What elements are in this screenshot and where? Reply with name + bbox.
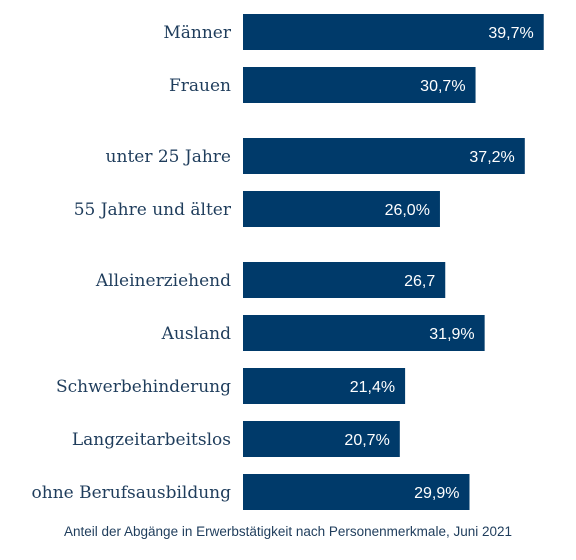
category-label: Frauen [169, 76, 231, 96]
category-label: Ausland [161, 324, 231, 344]
bar-4 [243, 191, 440, 227]
value-labels-group: 39,7% 30,7% 37,2% 26,0% 26,7 31,9% 21,4% 20,7% 2… [344, 25, 533, 502]
bar-5 [243, 262, 446, 298]
value-label: 20,7% [344, 432, 389, 449]
value-label: 21,4% [350, 379, 395, 396]
bar-1 [243, 14, 544, 50]
category-labels-group: Männer Frauen unter 25 Jahre 55 Jahre und ä… [32, 23, 232, 503]
value-label: 39,7% [488, 25, 533, 42]
bar-7 [243, 368, 406, 404]
category-label: Männer [163, 23, 232, 43]
value-label: 37,2% [469, 149, 514, 166]
value-label: 26,0% [385, 202, 430, 219]
bar-9 [243, 474, 470, 510]
bar-2 [243, 67, 476, 103]
value-label: 30,7% [420, 78, 465, 95]
category-label: Alleinerziehend [95, 271, 231, 291]
value-label: 26,7 [404, 273, 435, 290]
category-label: unter 25 Jahre [106, 147, 231, 167]
bar-6 [243, 315, 485, 351]
bar-8 [243, 421, 400, 457]
category-label: 55 Jahre und älter [74, 200, 232, 220]
value-label: 29,9% [414, 485, 459, 502]
category-label: Schwerbehinderung [56, 377, 231, 397]
category-label: ohne Berufsausbildung [32, 483, 232, 503]
value-label: 31,9% [429, 326, 474, 343]
category-label: Langzeitarbeitslos [72, 430, 231, 450]
chart-caption: Anteil der Abgänge in Erwerbstätigkeit n… [63, 524, 512, 539]
bar-chart: Männer Frauen unter 25 Jahre 55 Jahre und ä… [32, 14, 544, 510]
bar-3 [243, 138, 525, 174]
bars-group [243, 14, 544, 510]
